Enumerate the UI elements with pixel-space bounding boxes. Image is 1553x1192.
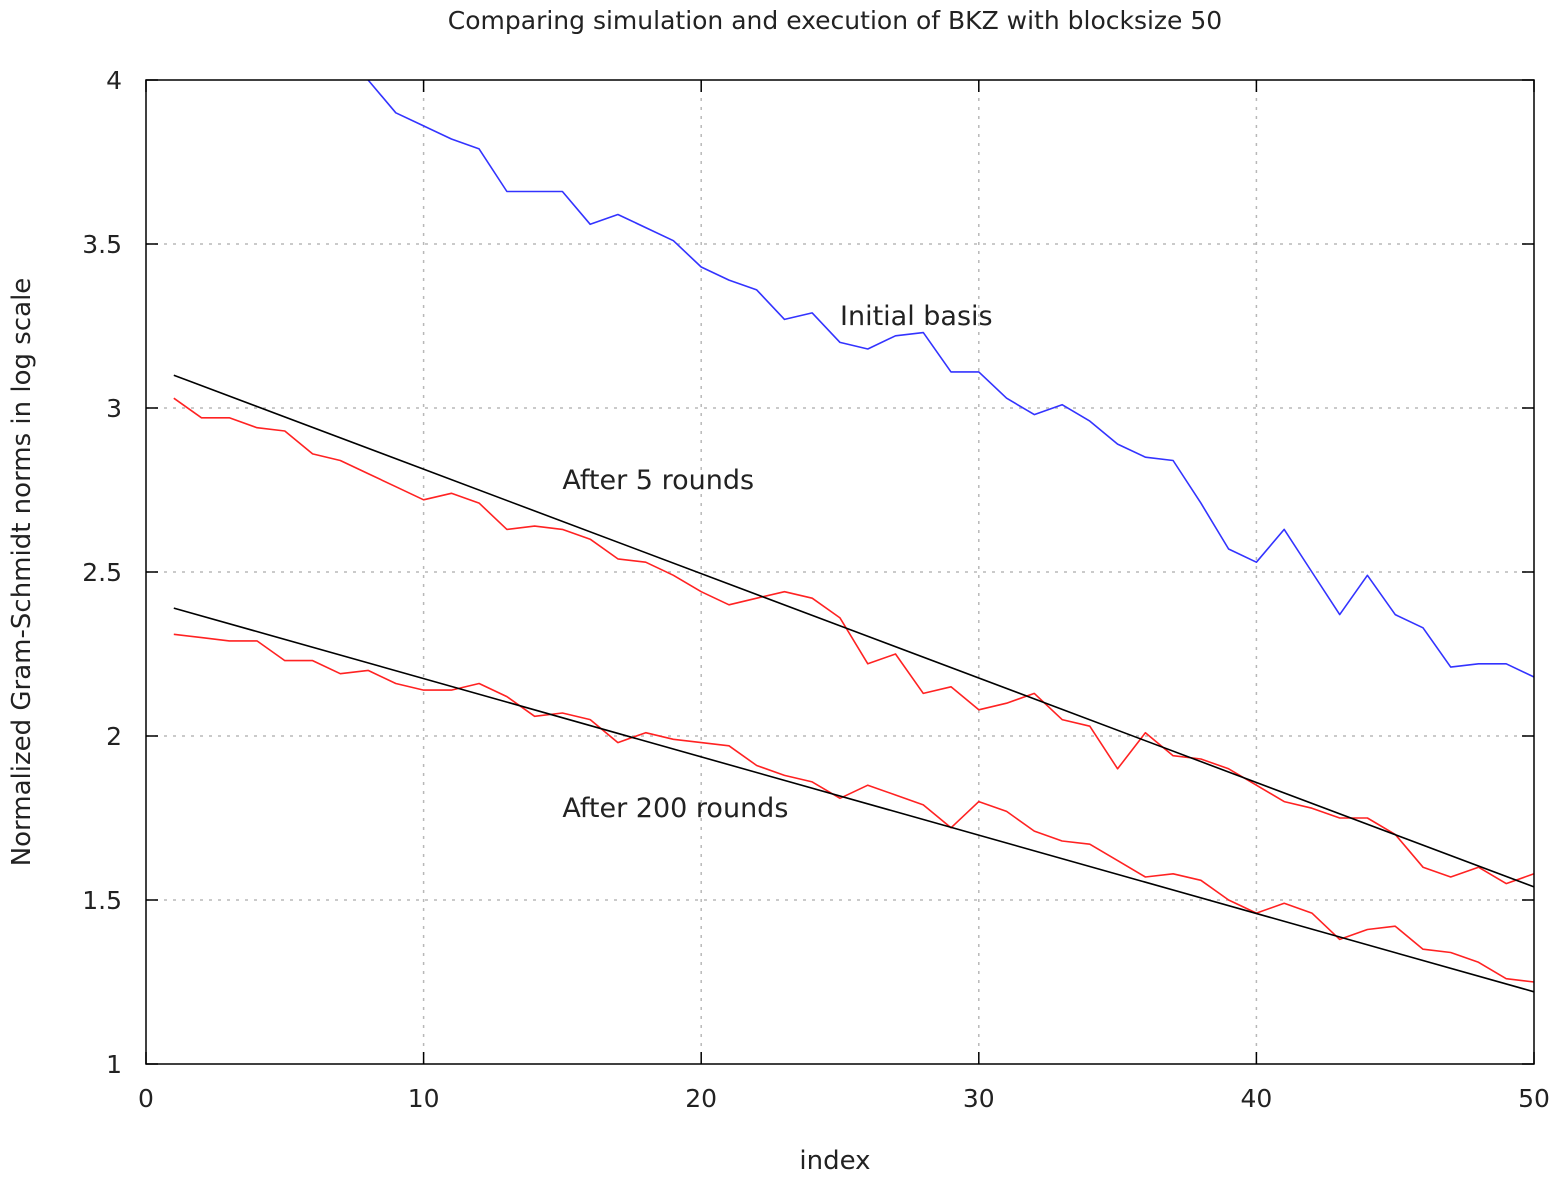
y-tick-label: 2.5 [82,558,122,587]
x-tick-label: 10 [408,1084,440,1113]
x-tick-label: 40 [1240,1084,1272,1113]
execution-series-line [173,633,1535,983]
x-tick-label: 0 [138,1084,154,1113]
y-tick-label: 1.5 [82,886,122,915]
annotations: Initial basis After 5 rounds After 200 rou… [562,301,992,824]
grid-lines [146,80,1534,1064]
y-tick-label: 3.5 [82,230,122,259]
y-tick-label: 4 [106,66,122,95]
y-axis-label: Normalized Gram-Schmidt norms in log sca… [7,278,37,867]
x-tick-label: 50 [1518,1084,1550,1113]
x-tick-label: 20 [685,1084,717,1113]
execution-series-line [173,397,1535,885]
y-tick-label: 2 [106,722,122,751]
initial-series-line [367,79,1535,678]
simulation-series-line [173,607,1535,993]
x-axis-label: index [799,1146,870,1176]
y-tick-label: 3 [106,394,122,423]
axis-ticks: 0 10 20 30 40 50 1 1.5 2 2.5 3 3.5 4 [82,66,1550,1113]
simulation-series-line [173,374,1535,888]
y-tick-label: 1 [106,1050,122,1079]
annotation-label: After 5 rounds [562,465,754,496]
chart-title: Comparing simulation and execution of BK… [448,6,1222,35]
annotation-label: After 200 rounds [562,793,788,824]
annotation-label: Initial basis [840,301,993,332]
x-tick-label: 30 [963,1084,995,1113]
data-series [173,79,1535,993]
